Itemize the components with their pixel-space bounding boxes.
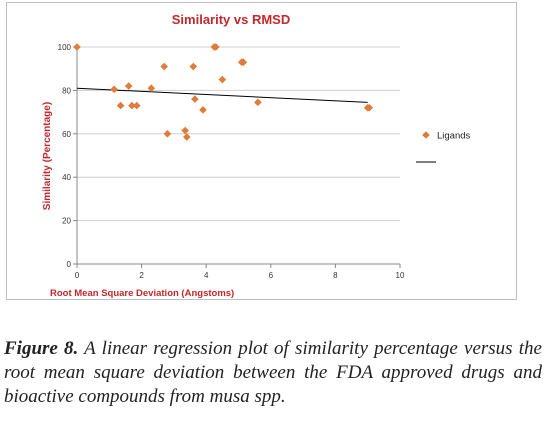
chart-title: Similarity vs RMSD — [172, 12, 291, 27]
y-tick-label: 60 — [62, 130, 71, 139]
data-point — [110, 85, 118, 94]
data-point — [365, 103, 374, 112]
gridlines — [77, 46, 400, 222]
y-tick-label: 80 — [62, 86, 71, 95]
x-tick-label: 0 — [75, 271, 80, 280]
x-axis-label: Root Mean Square Deviation (Angstoms) — [50, 288, 234, 299]
data-point — [124, 82, 133, 90]
data-point — [212, 43, 220, 51]
x-tick-label: 4 — [204, 271, 209, 280]
data-point — [239, 58, 248, 66]
trendline — [76, 87, 368, 103]
data-point — [189, 62, 198, 71]
y-tick-label: 20 — [62, 217, 71, 226]
data-point — [181, 126, 190, 135]
data-point — [199, 106, 207, 114]
data-point — [116, 101, 125, 110]
data-point — [147, 84, 156, 93]
data-point — [128, 101, 136, 110]
data-point — [218, 75, 227, 84]
data-point — [254, 98, 262, 107]
legend: Ligands — [416, 131, 471, 163]
data-point — [191, 95, 199, 103]
y-tick-label: 100 — [58, 43, 72, 52]
x-tick-label: 2 — [139, 271, 144, 280]
data-points — [73, 43, 374, 141]
axes: 0 20 40 60 80 100 0 2 4 6 8 10 — [58, 43, 405, 280]
data-point — [183, 133, 191, 141]
figure-label: Figure 8. — [4, 338, 79, 359]
y-tick-label: 40 — [62, 173, 71, 182]
scatter-plot: 0 20 40 60 80 100 0 2 4 6 8 10 Ligands Similarity v… — [42, 12, 471, 299]
x-tick-label: 8 — [333, 271, 338, 280]
x-tick-label: 10 — [396, 271, 405, 280]
figure-caption: Figure 8. A linear regression plot of si… — [4, 337, 542, 409]
y-tick-label: 0 — [67, 260, 72, 269]
data-point — [73, 43, 81, 51]
legend-label-ligands: Ligands — [437, 131, 471, 142]
y-axis-label: Similarity (Percentage) — [42, 102, 53, 210]
data-point — [160, 62, 169, 71]
x-tick-label: 6 — [269, 271, 274, 280]
data-point — [132, 101, 141, 110]
caption-text: A linear regression plot of similarity p… — [4, 338, 542, 407]
data-point — [163, 130, 172, 138]
trendline-layer — [76, 87, 368, 103]
chart-area: 0 20 40 60 80 100 0 2 4 6 8 10 Ligands Similarity v… — [6, 2, 517, 300]
legend-marker-ligands — [422, 131, 430, 139]
